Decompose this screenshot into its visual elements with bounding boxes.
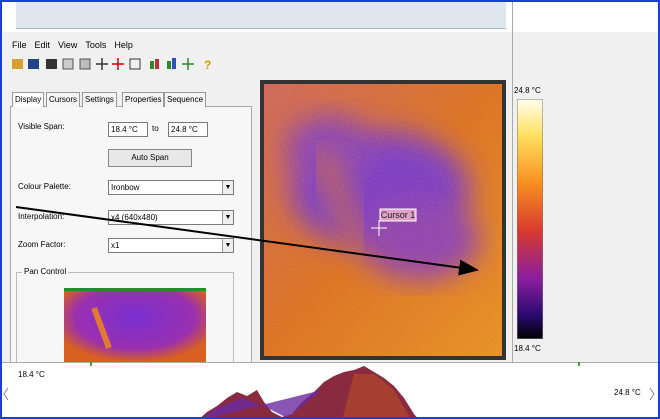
- tool-print[interactable]: [46, 59, 57, 69]
- marker: [90, 362, 92, 366]
- group-label: Pan Control: [22, 267, 69, 276]
- dropdown[interactable]: x1 ▼: [108, 238, 234, 253]
- thermal-view: Cursor 1: [260, 80, 506, 360]
- tool-cursor-red[interactable]: [112, 58, 124, 70]
- hist-bars-warm: [343, 374, 410, 417]
- dropdown-arrow[interactable]: ▼: [222, 211, 233, 224]
- value: x4 (640x480): [111, 213, 158, 222]
- tab[interactable]: Properties: [122, 92, 165, 107]
- label: Colour Palette:: [18, 182, 71, 191]
- colorbar: [517, 99, 543, 339]
- thumb-streak: [91, 306, 112, 350]
- thumb-image: [64, 288, 206, 362]
- dropdown-arrow[interactable]: ▼: [222, 239, 233, 252]
- pan-thumbnail: [64, 288, 206, 362]
- input[interactable]: 24.8 °C: [168, 122, 208, 137]
- dropdown[interactable]: Ironbow ▼: [108, 180, 234, 195]
- tab[interactable]: Sequence: [164, 92, 207, 107]
- tool-chart[interactable]: [155, 59, 159, 69]
- tool-chart[interactable]: [150, 61, 154, 69]
- menu-item[interactable]: File: [12, 40, 27, 50]
- menu-item[interactable]: View: [58, 40, 78, 50]
- dropdown-arrow[interactable]: ▼: [222, 181, 233, 194]
- tool-save[interactable]: [28, 59, 39, 69]
- tab[interactable]: Cursors: [46, 92, 81, 107]
- button[interactable]: Auto Span: [108, 149, 192, 167]
- value: Ironbow: [111, 183, 140, 192]
- tool-box[interactable]: [129, 58, 141, 70]
- colorbar-gradient: [517, 99, 543, 339]
- tool-list[interactable]: [79, 58, 91, 70]
- hist-bars-cold: [203, 390, 322, 417]
- tool-props[interactable]: [62, 58, 74, 70]
- scale-min: 18.4 °C: [514, 344, 541, 353]
- cursor-label: Cursor 1: [381, 210, 416, 220]
- marker: [578, 362, 580, 366]
- hist-left-arrow[interactable]: [3, 387, 9, 401]
- menu-item[interactable]: Tools: [85, 40, 107, 50]
- tool-open[interactable]: [12, 59, 23, 69]
- histogram: [3, 366, 655, 417]
- label: Zoom Factor:: [18, 240, 66, 249]
- tool-profile[interactable]: [182, 58, 194, 70]
- tab[interactable]: Display: [12, 92, 45, 107]
- tool-help[interactable]: ?: [204, 58, 211, 72]
- menu-bar: File Edit View Tools Help: [12, 40, 141, 50]
- tool-chart2[interactable]: [172, 58, 176, 69]
- label: Visible Span:: [18, 122, 65, 131]
- tab[interactable]: Settings: [82, 92, 117, 107]
- hist-right-arrow[interactable]: [649, 387, 655, 401]
- dropdown[interactable]: x4 (640x480) ▼: [108, 210, 234, 225]
- thumb-frame: [64, 288, 206, 291]
- hist-max: 24.8 °C: [614, 388, 641, 397]
- input[interactable]: 18.4 °C: [108, 122, 148, 137]
- scale-max: 24.8 °C: [514, 86, 541, 95]
- value: x1: [111, 241, 120, 250]
- outer-window-bar: [16, 2, 506, 29]
- tool-cursor[interactable]: [96, 58, 108, 70]
- cursor-crosshair: [371, 220, 387, 236]
- label: to: [152, 124, 159, 133]
- menu-item[interactable]: Edit: [34, 40, 51, 50]
- cursor-label-bg: [379, 208, 417, 222]
- toolbar: ?: [12, 58, 211, 72]
- hist-min: 18.4 °C: [18, 370, 45, 379]
- callout-arrow: [15, 206, 479, 276]
- tool-chart2[interactable]: [167, 61, 171, 69]
- window-edge: [512, 2, 513, 417]
- label: Interpolation:: [18, 212, 65, 221]
- menu-item[interactable]: Help: [114, 40, 133, 50]
